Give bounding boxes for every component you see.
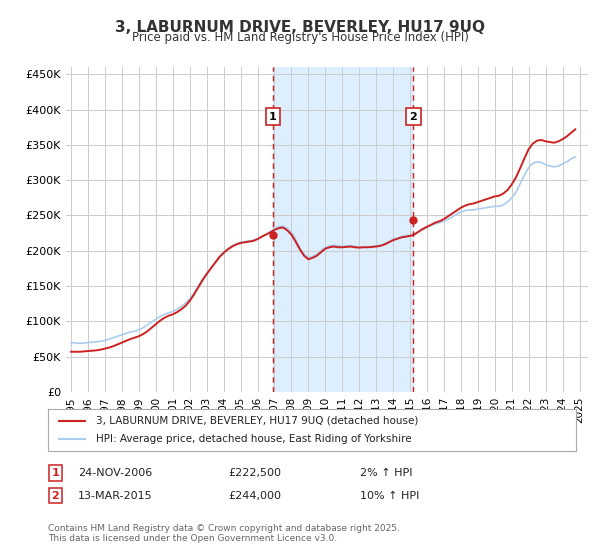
Text: Price paid vs. HM Land Registry's House Price Index (HPI): Price paid vs. HM Land Registry's House … — [131, 31, 469, 44]
Text: 10% ↑ HPI: 10% ↑ HPI — [360, 491, 419, 501]
Text: HPI: Average price, detached house, East Riding of Yorkshire: HPI: Average price, detached house, East… — [95, 434, 411, 444]
Bar — [273, 67, 413, 392]
Text: 3, LABURNUM DRIVE, BEVERLEY, HU17 9UQ: 3, LABURNUM DRIVE, BEVERLEY, HU17 9UQ — [115, 20, 485, 35]
Text: £222,500: £222,500 — [228, 468, 281, 478]
Text: 24-NOV-2006: 24-NOV-2006 — [78, 468, 152, 478]
Text: 3, LABURNUM DRIVE, BEVERLEY, HU17 9UQ (detached house): 3, LABURNUM DRIVE, BEVERLEY, HU17 9UQ (d… — [95, 416, 418, 426]
Text: £244,000: £244,000 — [228, 491, 281, 501]
Text: Contains HM Land Registry data © Crown copyright and database right 2025.
This d: Contains HM Land Registry data © Crown c… — [48, 524, 400, 543]
Text: 1: 1 — [52, 468, 59, 478]
Text: 2% ↑ HPI: 2% ↑ HPI — [360, 468, 413, 478]
Text: 2: 2 — [410, 111, 418, 122]
Text: 13-MAR-2015: 13-MAR-2015 — [78, 491, 152, 501]
Text: 2: 2 — [52, 491, 59, 501]
Text: 1: 1 — [269, 111, 277, 122]
